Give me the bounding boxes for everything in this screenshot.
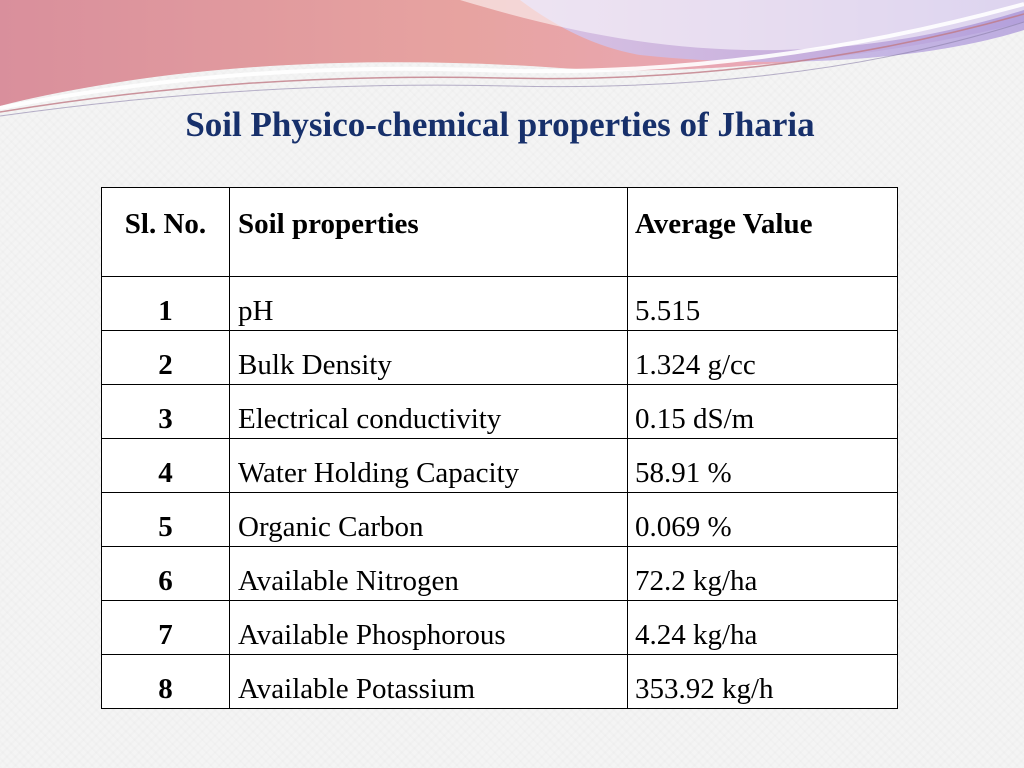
table-row: 8 Available Potassium 353.92 kg/h bbox=[101, 654, 898, 709]
header-sl-no: Sl. No. bbox=[101, 187, 230, 277]
row-sl-no: 2 bbox=[101, 330, 230, 385]
header-soil-properties: Soil properties bbox=[229, 187, 628, 277]
table-row: 1 pH 5.515 bbox=[101, 276, 898, 331]
slide-title: Soil Physico-chemical properties of Jhar… bbox=[185, 105, 815, 144]
row-value: 72.2 kg/ha bbox=[627, 546, 898, 601]
header-average-value: Average Value bbox=[627, 187, 898, 277]
table-row: 5 Organic Carbon 0.069 % bbox=[101, 492, 898, 547]
table-row: 3 Electrical conductivity 0.15 dS/m bbox=[101, 384, 898, 439]
table-header-row: Sl. No. Soil properties Average Value bbox=[101, 187, 898, 277]
row-value: 4.24 kg/ha bbox=[627, 600, 898, 655]
row-property: Available Potassium bbox=[229, 654, 628, 709]
row-property: Organic Carbon bbox=[229, 492, 628, 547]
row-sl-no: 4 bbox=[101, 438, 230, 493]
row-property: Available Phosphorous bbox=[229, 600, 628, 655]
row-property: pH bbox=[229, 276, 628, 331]
row-property: Electrical conductivity bbox=[229, 384, 628, 439]
row-property: Available Nitrogen bbox=[229, 546, 628, 601]
row-value: 0.069 % bbox=[627, 492, 898, 547]
row-value: 58.91 % bbox=[627, 438, 898, 493]
row-sl-no: 6 bbox=[101, 546, 230, 601]
row-sl-no: 3 bbox=[101, 384, 230, 439]
row-value: 0.15 dS/m bbox=[627, 384, 898, 439]
row-value: 353.92 kg/h bbox=[627, 654, 898, 709]
row-value: 1.324 g/cc bbox=[627, 330, 898, 385]
row-property: Bulk Density bbox=[229, 330, 628, 385]
row-value: 5.515 bbox=[627, 276, 898, 331]
table-row: 2 Bulk Density 1.324 g/cc bbox=[101, 330, 898, 385]
row-sl-no: 1 bbox=[101, 276, 230, 331]
row-sl-no: 5 bbox=[101, 492, 230, 547]
table-row: 4 Water Holding Capacity 58.91 % bbox=[101, 438, 898, 493]
soil-properties-table: Sl. No. Soil properties Average Value 1 … bbox=[101, 187, 898, 709]
decorative-header-band bbox=[0, 0, 1024, 117]
table-row: 7 Available Phosphorous 4.24 kg/ha bbox=[101, 600, 898, 655]
row-property: Water Holding Capacity bbox=[229, 438, 628, 493]
table-row: 6 Available Nitrogen 72.2 kg/ha bbox=[101, 546, 898, 601]
row-sl-no: 7 bbox=[101, 600, 230, 655]
row-sl-no: 8 bbox=[101, 654, 230, 709]
